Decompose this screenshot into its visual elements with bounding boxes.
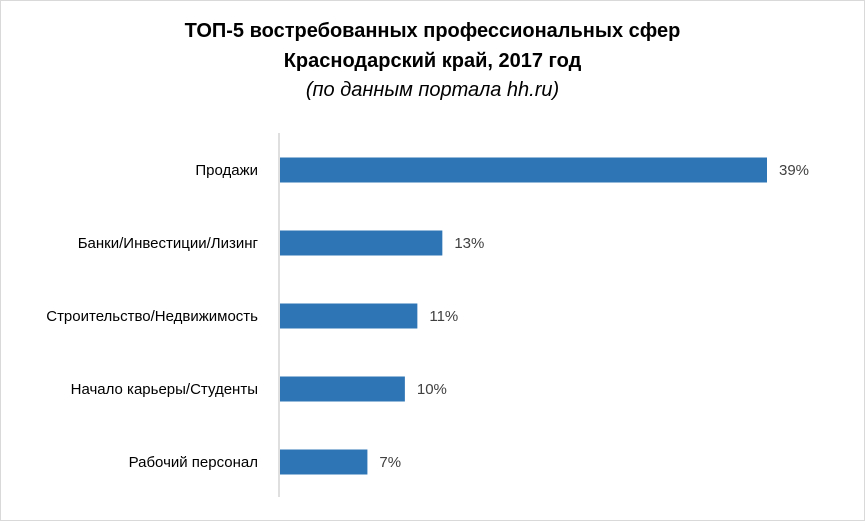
data-label: 39% [779, 162, 809, 179]
data-label: 11% [429, 308, 458, 325]
bar [280, 303, 418, 329]
category-label: Рабочий персонал [129, 454, 258, 471]
bar [280, 449, 368, 475]
category-label: Строительство/Недвижимость [46, 308, 258, 325]
chart-title-line-1: ТОП-5 востребованных профессиональных сф… [184, 20, 681, 42]
chart-subtitle: (по данным портала hh.ru) [305, 79, 560, 101]
category-label: Продажи [195, 162, 258, 179]
category-label: Начало карьеры/Студенты [71, 381, 258, 398]
category-label: Банки/Инвестиции/Лизинг [78, 235, 259, 252]
data-label: 7% [379, 454, 401, 471]
chart-title-block: ТОП-5 востребованных профессиональных сф… [0, 16, 865, 104]
bar [280, 230, 443, 256]
data-label: 10% [417, 381, 447, 398]
data-label: 13% [454, 235, 484, 252]
chart-title-line-2: Краснодарский край, 2017 год [283, 50, 582, 72]
bar [280, 157, 767, 183]
bar [280, 376, 405, 402]
